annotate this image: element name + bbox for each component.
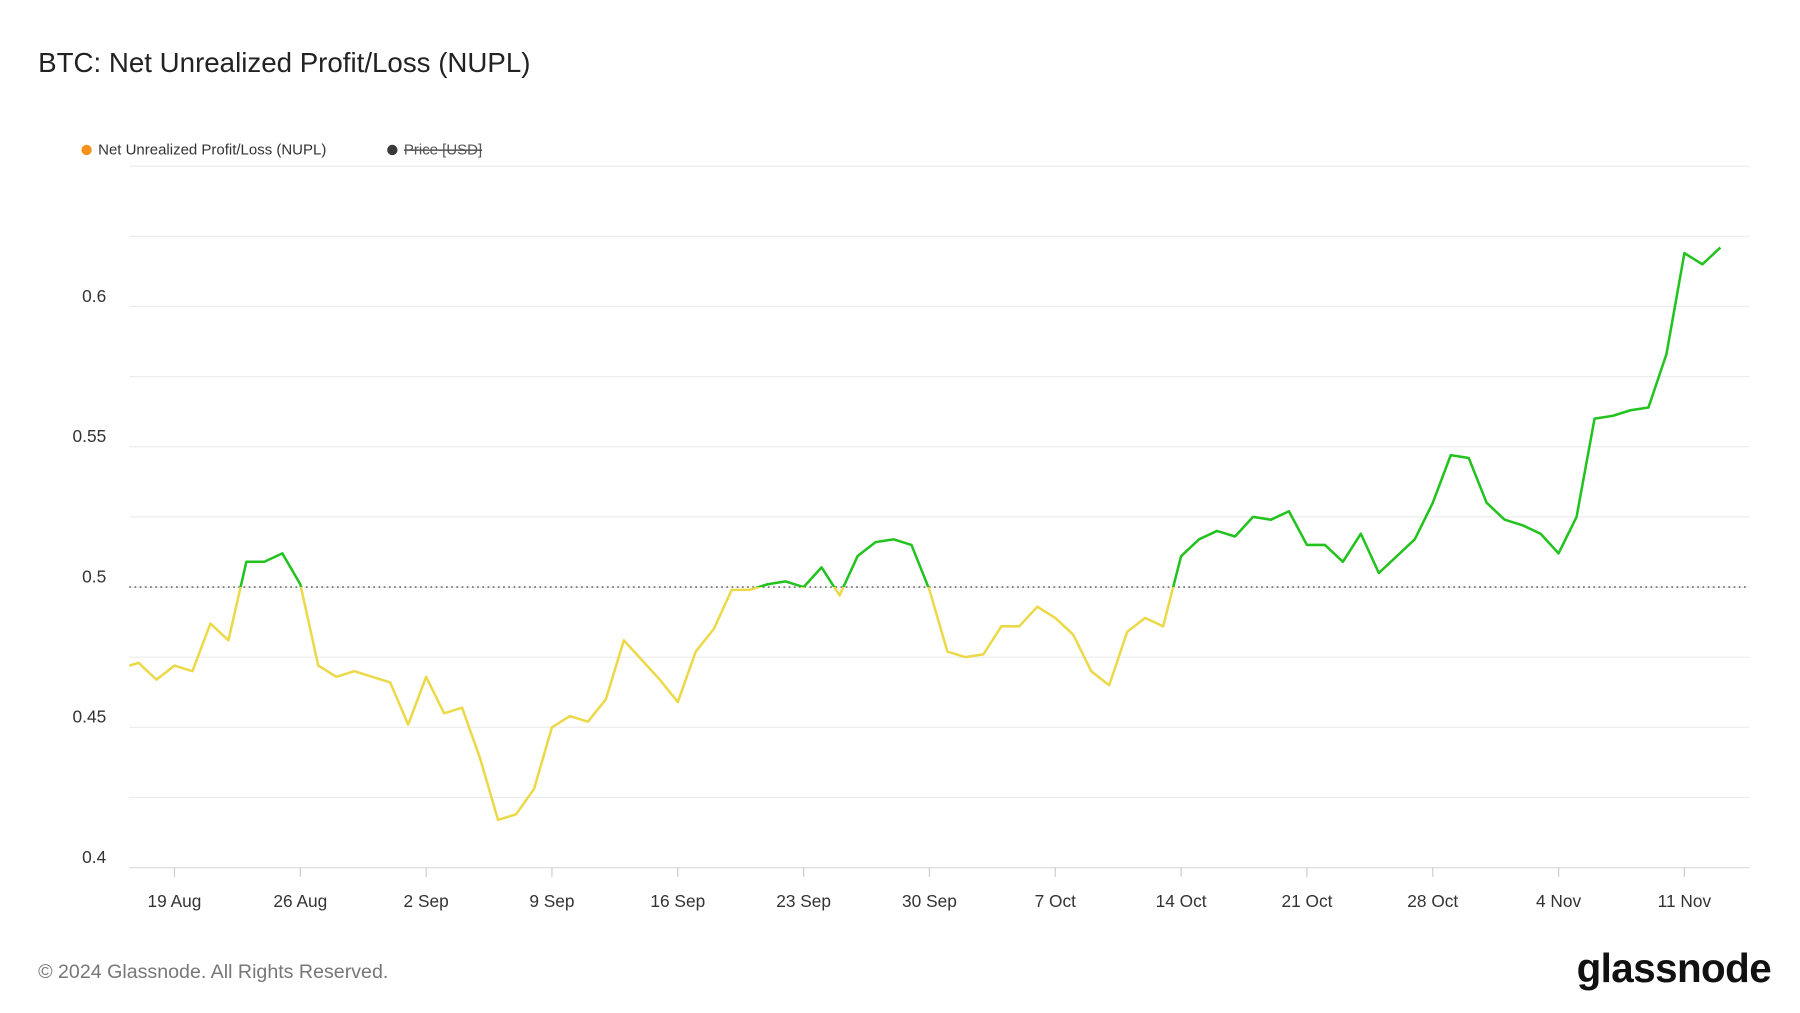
y-tick-label: 0.4: [82, 847, 106, 867]
y-tick-label: 0.6: [82, 286, 106, 306]
chart-title: BTC: Net Unrealized Profit/Loss (NUPL): [38, 47, 530, 78]
x-tick-label: 14 Oct: [1156, 891, 1207, 911]
plot-clip: [129, 587, 1175, 822]
legend-label: Net Unrealized Profit/Loss (NUPL): [98, 142, 326, 159]
x-tick-label: 7 Oct: [1035, 891, 1077, 911]
x-tick-label: 16 Sep: [650, 891, 705, 911]
line-clip: [129, 587, 1175, 822]
x-tick-label: 21 Oct: [1281, 891, 1332, 911]
y-tick-label: 0.5: [82, 566, 106, 586]
x-tick-label: 19 Aug: [148, 891, 202, 911]
x-tick-label: 2 Sep: [404, 891, 449, 911]
legend: Net Unrealized Profit/Loss (NUPL) Price […: [81, 142, 482, 159]
x-tick-label: 26 Aug: [273, 891, 327, 911]
x-tick-label: 11 Nov: [1658, 891, 1712, 911]
x-tick-label: 28 Oct: [1407, 891, 1458, 911]
nupl-line: [239, 246, 1722, 588]
y-tick-label: 0.55: [73, 426, 107, 446]
x-tick-label: 4 Nov: [1536, 891, 1582, 911]
x-tick-label: 23 Sep: [776, 891, 831, 911]
plot-clip: [239, 246, 1722, 588]
footer: © 2024 Glassnode. All Rights Reserved.: [38, 961, 388, 983]
line-clip: [239, 246, 1722, 588]
nupl-line: [129, 587, 1175, 822]
legend-marker: [81, 144, 92, 156]
legend-marker: [387, 144, 398, 156]
legend-label: Price [USD]: [404, 142, 482, 159]
brand-logo: glassnode: [1577, 945, 1772, 991]
x-tick-label: 9 Sep: [529, 891, 574, 911]
y-tick-label: 0.45: [73, 707, 107, 727]
x-tick-label: 30 Sep: [902, 891, 957, 911]
